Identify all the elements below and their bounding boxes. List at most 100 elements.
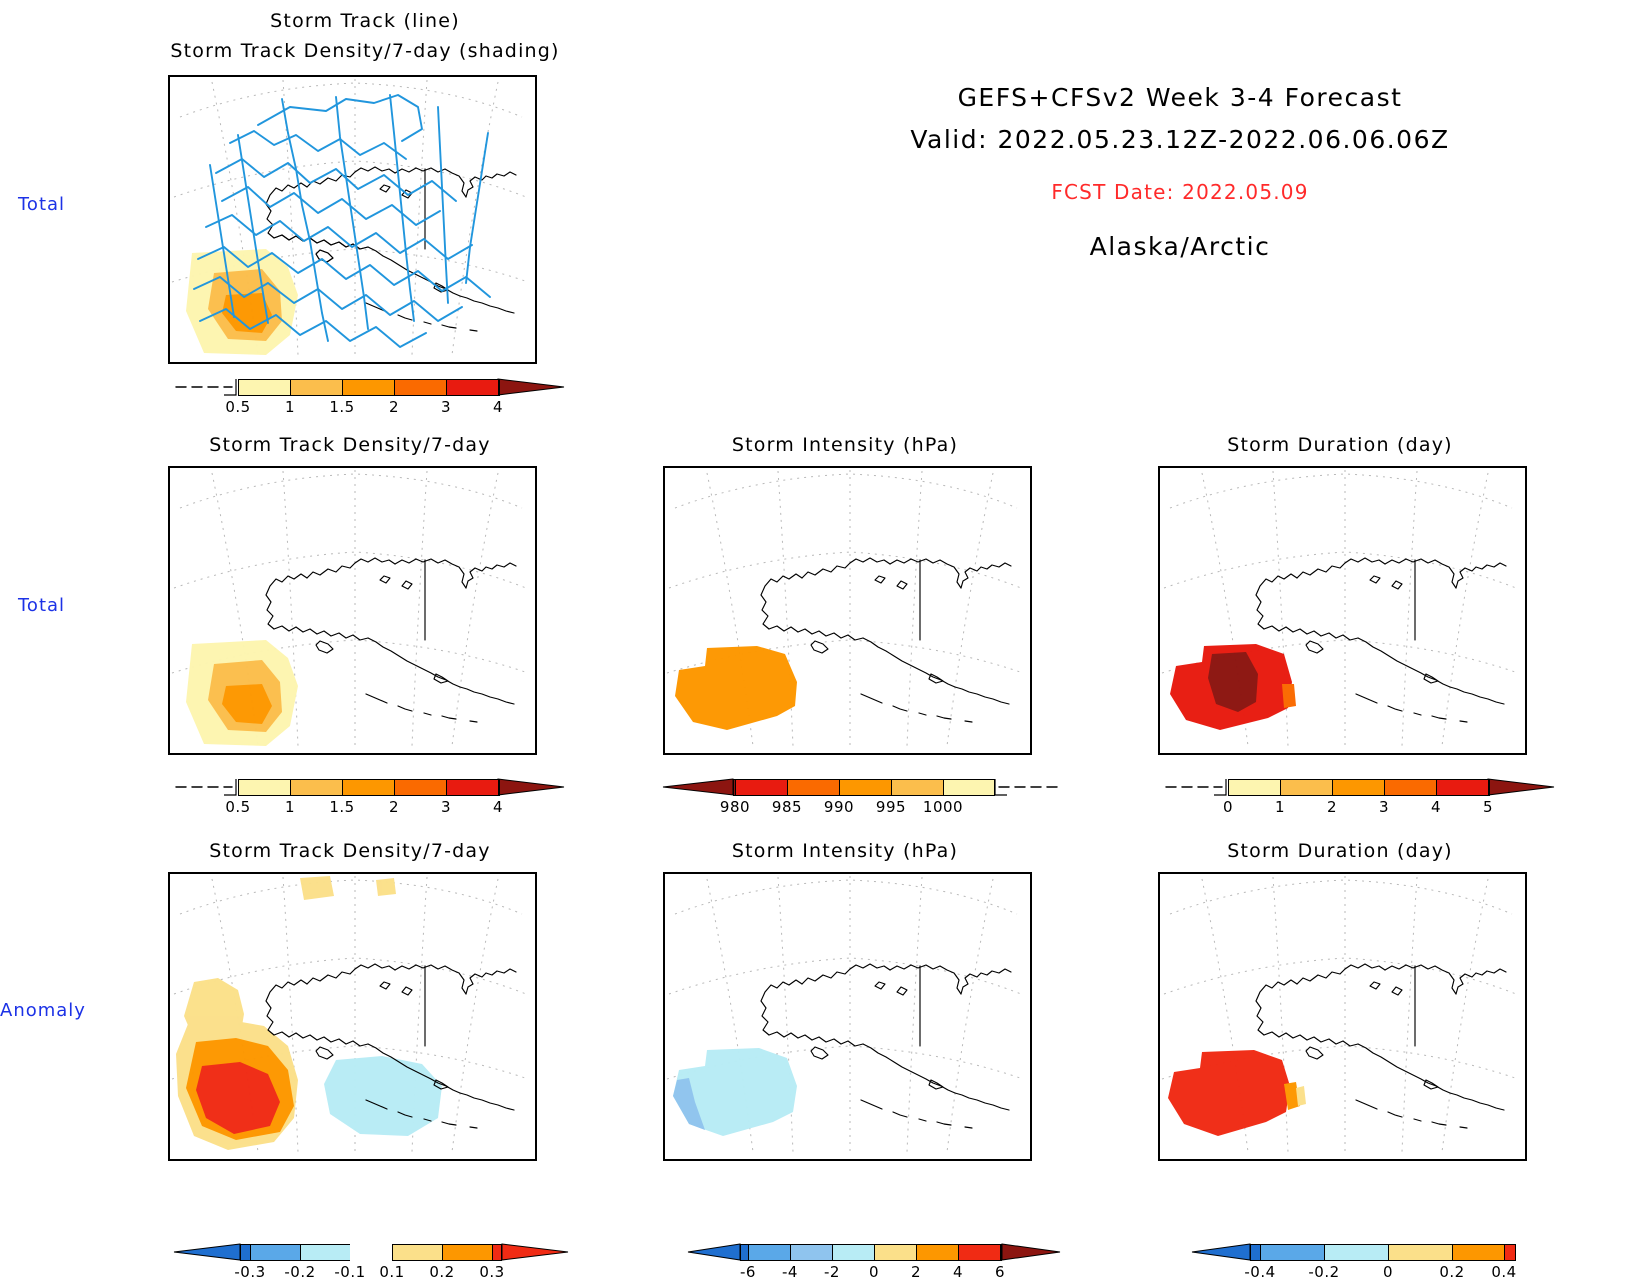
header-title-line1: GEFS+CFSv2 Week 3-4 Forecast xyxy=(957,83,1403,112)
cb4-tick-0: 0 xyxy=(1222,798,1234,816)
map-intensity-anomaly[interactable] xyxy=(663,872,1032,1161)
cb6-seg-5 xyxy=(874,1244,916,1261)
header-region: Alaska/Arctic xyxy=(1089,232,1271,261)
cb1-tick-0: 0.5 xyxy=(225,398,251,416)
map-density-anomaly[interactable] xyxy=(168,872,537,1161)
cb4-seg-5 xyxy=(1436,779,1488,796)
cb3-seg-4 xyxy=(839,779,891,796)
cb6-tick-6: 6 xyxy=(994,1263,1006,1281)
cb6-seg-8 xyxy=(1000,1244,1002,1261)
colorbar-density-total: 0.5 1 1.5 2 3 4 xyxy=(168,778,568,816)
cb3-tick-1: 985 xyxy=(771,798,803,816)
cb2-tick-3: 2 xyxy=(388,798,400,816)
cb4-tick-5: 5 xyxy=(1482,798,1494,816)
cb1-tick-5: 4 xyxy=(492,398,504,416)
map-storm-track-total[interactable] xyxy=(168,75,537,364)
cb1-tick-1: 1 xyxy=(284,398,296,416)
cb5-seg-3 xyxy=(300,1244,350,1261)
cb7-tick-3: 0.2 xyxy=(1439,1263,1465,1281)
cb1-seg-2 xyxy=(290,379,342,396)
cb2-seg-2 xyxy=(290,779,342,796)
cb1-seg-5 xyxy=(446,379,498,396)
cb5-seg-6 xyxy=(442,1244,492,1261)
cb5-seg-5 xyxy=(392,1244,442,1261)
cb1-seg-4 xyxy=(394,379,446,396)
map-density-total[interactable] xyxy=(168,466,537,755)
cb6-seg-6 xyxy=(916,1244,958,1261)
map-duration-anomaly[interactable] xyxy=(1158,872,1527,1161)
cb4-seg-4 xyxy=(1384,779,1436,796)
cb7-seg-1 xyxy=(1250,1244,1260,1261)
cb5-seg-7 xyxy=(492,1244,502,1261)
cb5-tick-4: 0.2 xyxy=(429,1263,455,1281)
cb5-seg-4 xyxy=(350,1244,392,1261)
cb5-seg-2 xyxy=(250,1244,300,1261)
cb7-seg-5 xyxy=(1452,1244,1504,1261)
colorbar-duration-anomaly: -0.4 -0.2 0 0.2 0.4 xyxy=(1138,1243,1558,1281)
panel6-title: Storm Intensity (hPa) xyxy=(731,840,959,862)
row-label-total-top: Total xyxy=(18,194,66,215)
cb2-seg-3 xyxy=(342,779,394,796)
cb3-seg-5 xyxy=(891,779,943,796)
cb3-seg-3 xyxy=(787,779,839,796)
cb2-tick-1: 1 xyxy=(284,798,296,816)
cb2-tick-4: 3 xyxy=(440,798,452,816)
cb3-tick-0: 980 xyxy=(719,798,751,816)
cb4-tick-3: 3 xyxy=(1378,798,1390,816)
colorbar-duration-total: 0 1 2 3 4 5 xyxy=(1158,778,1558,816)
cb1-tick-2: 1.5 xyxy=(329,398,355,416)
cb3-seg-6 xyxy=(943,779,995,796)
cb3-seg-1 xyxy=(733,779,735,796)
cb7-tick-2: 0 xyxy=(1382,1263,1394,1281)
cb6-tick-4: 2 xyxy=(910,1263,922,1281)
cb4-seg-2 xyxy=(1280,779,1332,796)
cb3-tick-4: 1000 xyxy=(922,798,964,816)
cb5-tick-0: -0.3 xyxy=(234,1263,266,1281)
cb6-tick-3: 0 xyxy=(868,1263,880,1281)
cb2-seg-6 xyxy=(498,779,500,796)
cb6-seg-3 xyxy=(790,1244,832,1261)
panel1-title-line2: Storm Track Density/7-day (shading) xyxy=(170,40,560,62)
cb6-tick-1: -4 xyxy=(782,1263,798,1281)
cb6-seg-1 xyxy=(740,1244,748,1261)
cb3-seg-2 xyxy=(735,779,787,796)
cb5-tick-2: -0.1 xyxy=(334,1263,366,1281)
cb4-seg-1 xyxy=(1228,779,1280,796)
cb7-tick-0: -0.4 xyxy=(1244,1263,1276,1281)
map-intensity-total[interactable] xyxy=(663,466,1032,755)
colorbar-density-anomaly: -0.3 -0.2 -0.1 0.1 0.2 0.3 xyxy=(158,1243,578,1281)
header-fcst-date: FCST Date: 2022.05.09 xyxy=(1051,180,1309,204)
row-label-anomaly: Anomaly xyxy=(0,1000,86,1021)
cb6-tick-2: -2 xyxy=(824,1263,840,1281)
cb2-seg-4 xyxy=(394,779,446,796)
cb7-tick-1: -0.2 xyxy=(1308,1263,1340,1281)
panel7-title: Storm Duration (day) xyxy=(1227,840,1453,862)
cb6-seg-4 xyxy=(832,1244,874,1261)
map-duration-total[interactable] xyxy=(1158,466,1527,755)
cb1-seg-1 xyxy=(238,379,290,396)
panel4-title: Storm Duration (day) xyxy=(1227,434,1453,456)
panel3-title: Storm Intensity (hPa) xyxy=(731,434,959,456)
cb6-tick-5: 4 xyxy=(952,1263,964,1281)
cb1-tick-4: 3 xyxy=(440,398,452,416)
cb2-seg-5 xyxy=(446,779,498,796)
cb4-tick-1: 1 xyxy=(1274,798,1286,816)
colorbar-intensity-anomaly: -6 -4 -2 0 2 4 6 xyxy=(648,1243,1068,1281)
colorbar-storm-track-total: 0.5 1 1.5 2 3 4 xyxy=(168,378,568,416)
cb2-tick-2: 1.5 xyxy=(329,798,355,816)
cb7-seg-4 xyxy=(1388,1244,1452,1261)
cb4-tick-4: 4 xyxy=(1430,798,1442,816)
cb5-seg-1 xyxy=(240,1244,250,1261)
row-label-total-mid: Total xyxy=(18,595,66,616)
panel5-title: Storm Track Density/7-day xyxy=(209,840,491,862)
cb5-tick-3: 0.1 xyxy=(379,1263,405,1281)
cb5-tick-1: -0.2 xyxy=(284,1263,316,1281)
cb4-seg-6 xyxy=(1488,779,1490,796)
cb7-seg-6 xyxy=(1504,1244,1516,1261)
panel1-title-line1: Storm Track (line) xyxy=(270,10,460,32)
cb4-tick-2: 2 xyxy=(1326,798,1338,816)
cb2-tick-5: 4 xyxy=(492,798,504,816)
cb6-tick-0: -6 xyxy=(740,1263,756,1281)
cb2-tick-0: 0.5 xyxy=(225,798,251,816)
cb3-tick-2: 990 xyxy=(823,798,855,816)
